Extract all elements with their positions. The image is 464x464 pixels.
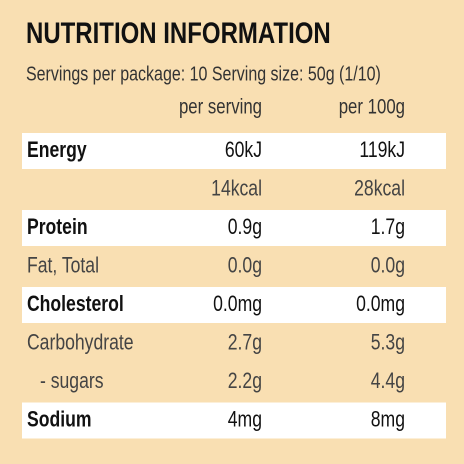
- per-100g-value: 0.0g: [371, 254, 405, 278]
- title: NUTRITION INFORMATION: [26, 15, 331, 49]
- row-label: Energy: [27, 138, 87, 162]
- row-label: Fat, Total: [27, 254, 99, 278]
- per-serving-value: 60kJ: [225, 138, 262, 162]
- column-header: per 100g: [339, 96, 405, 119]
- row-label: - sugars: [40, 369, 104, 393]
- per-100g-value: 4.4g: [371, 369, 405, 393]
- per-100g-value: 1.7g: [371, 215, 405, 239]
- per-serving-value: 2.7g: [228, 331, 262, 355]
- per-100g-value: 5.3g: [371, 331, 405, 355]
- row-label: Cholesterol: [27, 292, 124, 316]
- per-serving-value: 0.0mg: [213, 292, 262, 316]
- per-serving-value: 0.9g: [228, 215, 262, 239]
- row-label: Carbohydrate: [27, 331, 134, 355]
- per-serving-value: 0.0g: [228, 254, 262, 278]
- per-100g-value: 8mg: [371, 408, 405, 432]
- column-header: per serving: [179, 96, 262, 119]
- row-label: Protein: [27, 215, 88, 239]
- row-band: [22, 210, 446, 246]
- per-serving-value: 2.2g: [228, 369, 262, 393]
- row-label: Sodium: [27, 408, 91, 432]
- per-100g-value: 28kcal: [354, 177, 405, 201]
- servings-info: Servings per package: 10 Serving size: 5…: [26, 63, 381, 85]
- per-100g-value: 119kJ: [359, 138, 405, 162]
- row-band: [22, 133, 446, 169]
- per-serving-value: 4mg: [228, 408, 262, 432]
- per-serving-value: 14kcal: [211, 177, 262, 201]
- row-band: [22, 402, 446, 439]
- per-100g-value: 0.0mg: [356, 292, 405, 316]
- row-band: [22, 287, 446, 323]
